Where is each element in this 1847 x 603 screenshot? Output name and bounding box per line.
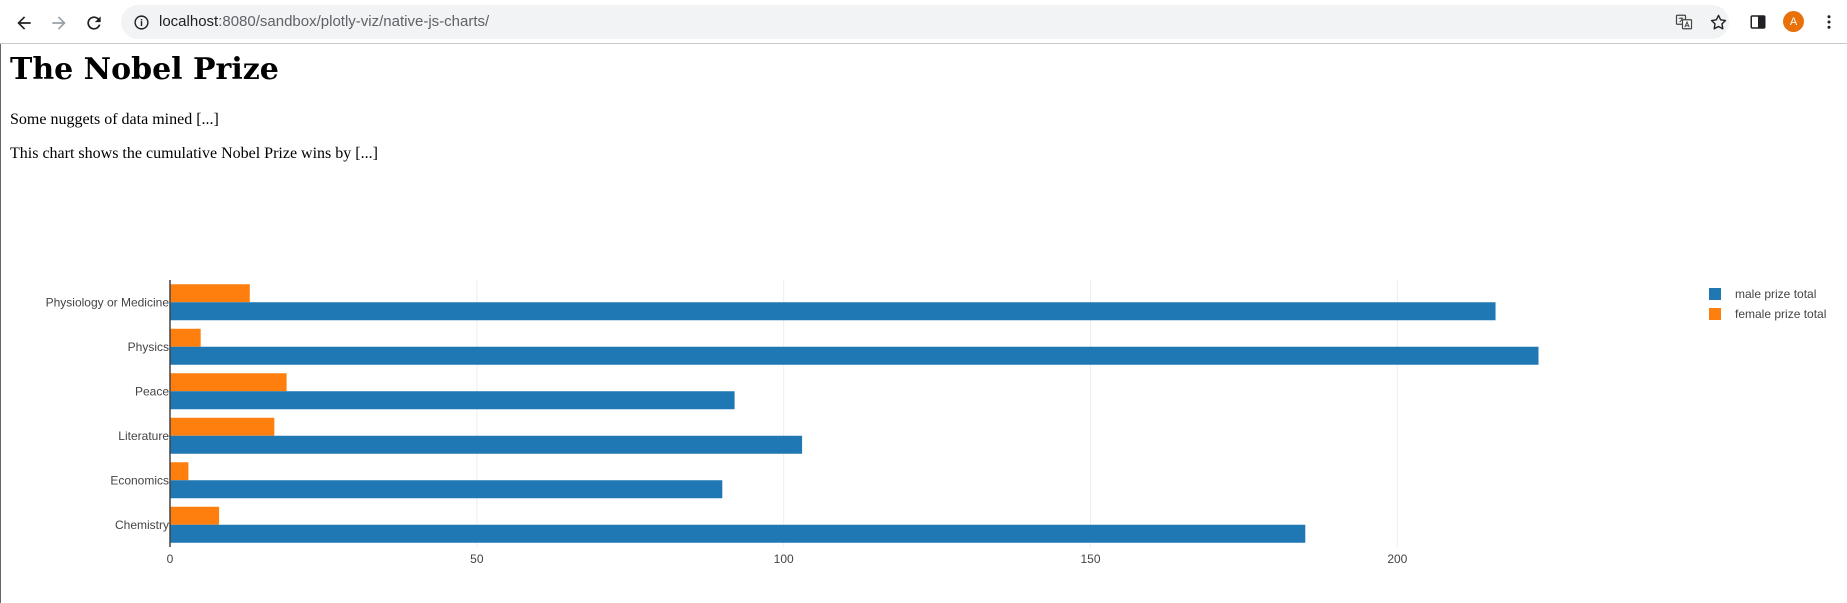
arrow-left-icon [17,16,31,30]
legend-label[interactable]: female prize total [1735,307,1826,321]
legend-swatch[interactable] [1709,288,1721,300]
bar-female[interactable] [170,462,189,481]
url-text[interactable]: localhost:8080/sandbox/plotly-viz/native… [159,13,489,30]
bar-female[interactable] [170,506,220,525]
url-path: :8080/sandbox/plotly-viz/native-js-chart… [218,13,490,30]
site-info-icon[interactable] [131,12,151,32]
legend-label[interactable]: male prize total [1735,287,1816,301]
browser-toolbar: localhost:8080/sandbox/plotly-viz/native… [0,0,1847,44]
x-tick-label: 200 [1387,552,1407,566]
bar-male[interactable] [170,524,1306,543]
bar-male[interactable] [170,391,735,410]
y-tick-label: Physiology or Medicine [46,295,170,309]
x-tick-label: 100 [774,552,794,566]
bar-female[interactable] [170,284,250,303]
y-tick-label: Literature [118,429,169,443]
bar-male[interactable] [170,302,1496,321]
bar-female[interactable] [170,328,201,347]
bar-male[interactable] [170,480,723,499]
address-bar[interactable]: localhost:8080/sandbox/plotly-viz/native… [121,5,1729,39]
url-host: localhost [159,13,219,30]
bar-female[interactable] [170,373,287,392]
x-tick-label: 50 [470,552,484,566]
more-menu-icon[interactable] [1818,11,1840,33]
back-button[interactable] [11,10,37,36]
y-tick-label: Peace [135,384,169,398]
translate-icon[interactable] [1674,12,1694,32]
y-tick-label: Chemistry [115,518,169,532]
bar-male[interactable] [170,435,803,454]
window-edge [0,44,1,603]
arrow-right-icon [52,16,66,30]
x-tick-label: 150 [1080,552,1100,566]
bookmark-star-icon[interactable] [1708,12,1728,32]
page-title: The Nobel Prize [10,52,279,87]
chart-description-paragraph: This chart shows the cumulative Nobel Pr… [10,145,378,162]
x-tick-label: 0 [167,552,174,566]
profile-avatar[interactable]: A [1783,11,1804,32]
forward-button[interactable] [46,10,72,36]
bar-male[interactable] [170,346,1539,365]
side-panel-icon[interactable] [1747,11,1769,33]
legend-swatch[interactable] [1709,308,1721,320]
y-tick-label: Physics [128,340,169,354]
y-tick-label: Economics [110,473,169,487]
intro-paragraph: Some nuggets of data mined [...] [10,111,219,128]
bar-female[interactable] [170,417,275,436]
